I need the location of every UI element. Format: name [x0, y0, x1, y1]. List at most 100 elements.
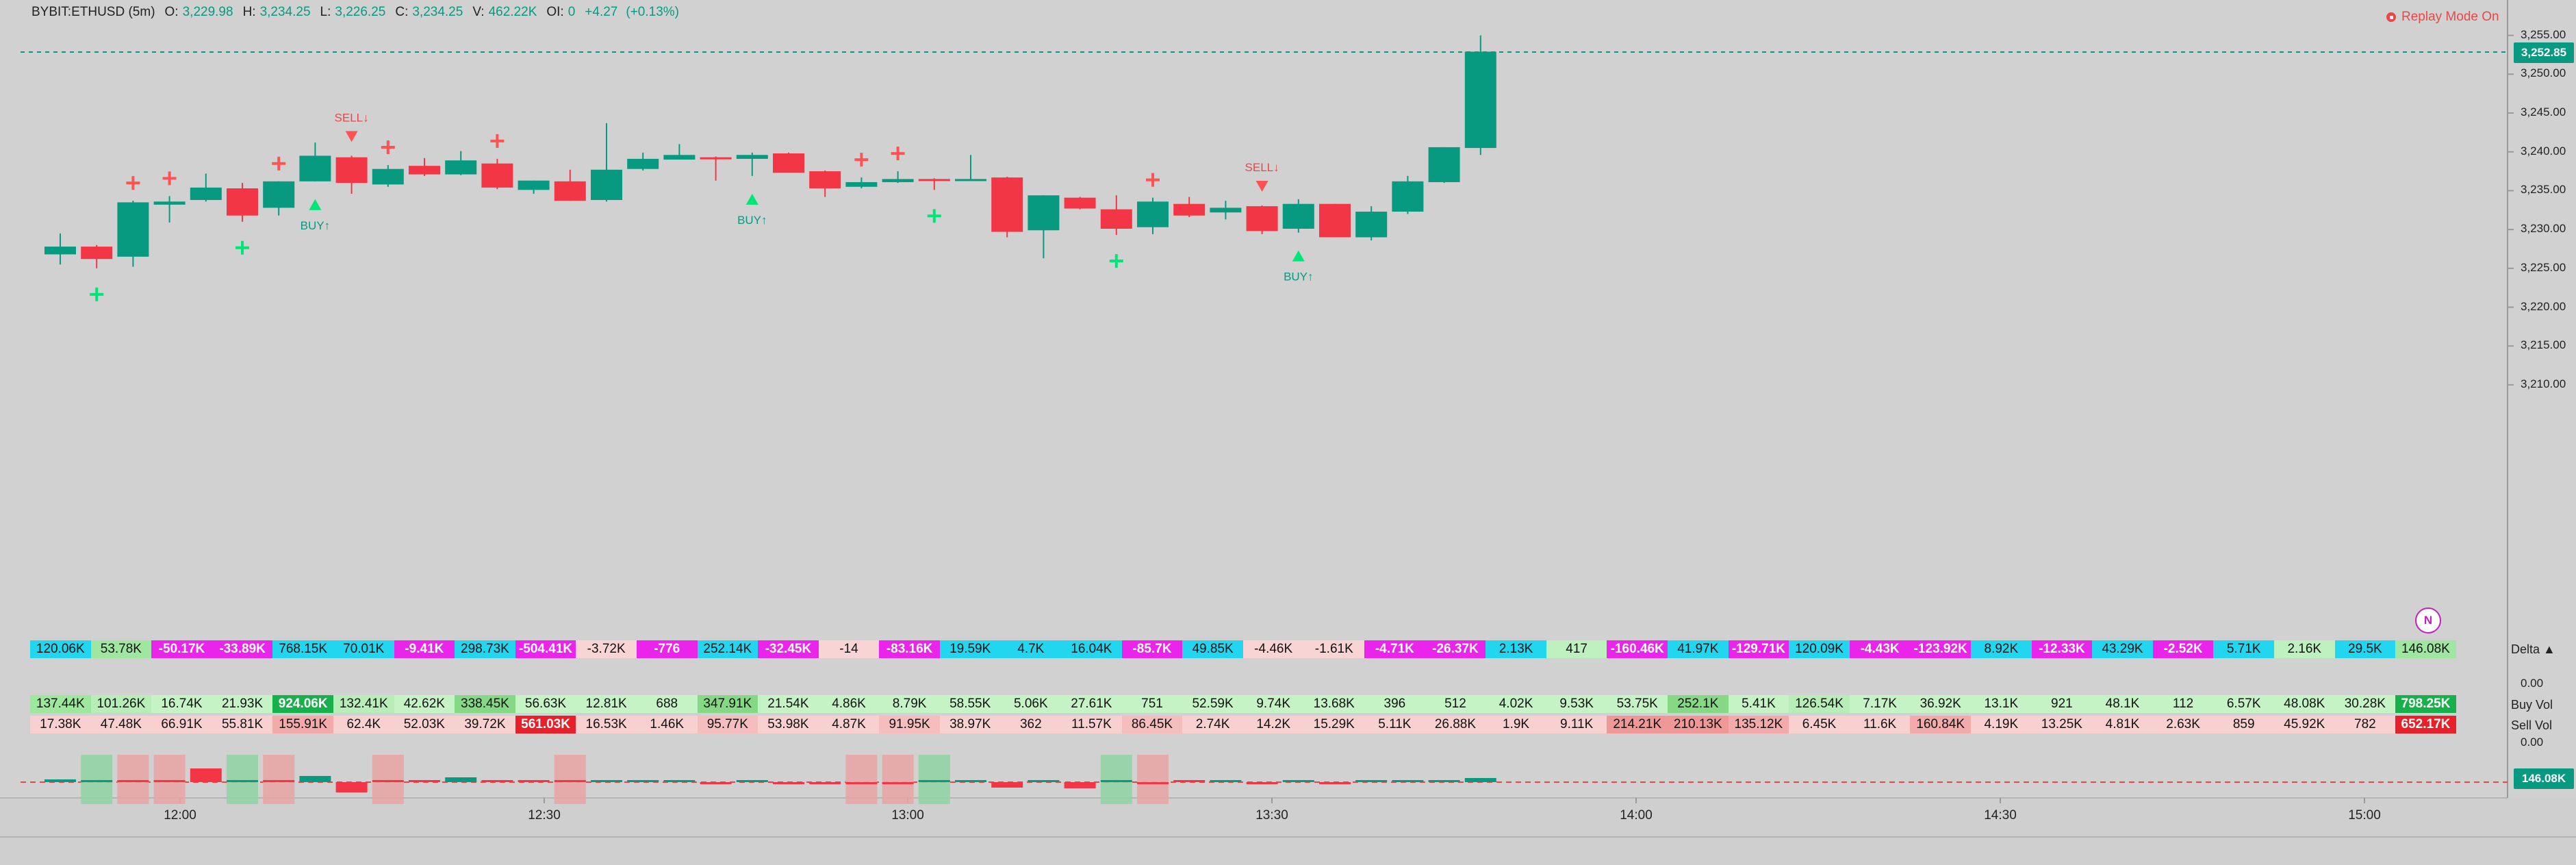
buy-volume-cell: 36.92K	[1910, 695, 1971, 713]
sell-volume-cell: 4.87K	[818, 716, 880, 734]
delta-hist-highlight	[263, 755, 295, 804]
candle-body	[1246, 206, 1278, 231]
price-axis-tick: 3,225.00	[2521, 260, 2566, 274]
candle-body	[1282, 203, 1314, 229]
time-axis-label: 15:00	[2348, 808, 2381, 823]
buy-volume-cell: 798.25K	[2395, 695, 2456, 713]
candle	[445, 151, 477, 175]
sell-volume-row: 17.38K 47.48K 66.91K 55.81K 155.91K 62.4K 52.0…	[30, 716, 2456, 734]
symbol-label[interactable]: BYBIT:ETHUSD (5m)	[31, 5, 155, 19]
delta-hist-bar	[190, 768, 222, 782]
buy-volume-cell: 21.54K	[758, 695, 819, 713]
candle-body	[1355, 212, 1388, 238]
candle	[1355, 206, 1388, 240]
delta-hist-bar	[627, 780, 659, 782]
buy-volume-cell: 5.41K	[1728, 695, 1789, 713]
delta-hist-bar	[1028, 780, 1060, 782]
buy-volume-cell: 48.08K	[2273, 695, 2335, 713]
delta-hist-highlight	[117, 755, 149, 804]
delta-hist-bar	[445, 777, 477, 782]
candle-body	[918, 179, 950, 181]
candle-body	[1100, 209, 1132, 229]
sell-volume-cell: 5.11K	[1364, 716, 1425, 734]
delta-histogram	[44, 755, 1496, 804]
sell-volume-cell: 53.98K	[758, 716, 819, 734]
delta-cell: 43.29K	[2092, 640, 2153, 658]
delta-cell: 19.59K	[939, 640, 1001, 658]
plus-signal-above	[126, 176, 140, 190]
delta-cell: 768.15K	[272, 640, 333, 658]
time-axis-label: 13:30	[1255, 808, 1288, 823]
buy-volume-cell: 101.26K	[90, 695, 152, 713]
delta-hist-bar	[372, 780, 404, 782]
replay-mode-indicator[interactable]: Replay Mode On	[2386, 10, 2499, 25]
buy-volume-cell: 58.55K	[939, 695, 1001, 713]
sell-volume-cell: 2.74K	[1182, 716, 1243, 734]
volume-label: V:	[472, 5, 485, 19]
buy-volume-cell: 132.41K	[333, 695, 394, 713]
sell-volume-cell: 45.92K	[2273, 716, 2335, 734]
indicator-n-badge[interactable]: N	[2415, 607, 2441, 634]
buy-volume-cell: 338.45K	[455, 695, 515, 713]
delta-cell: -4.43K	[1849, 640, 1911, 658]
delta-row-label[interactable]: Delta ▲	[2511, 642, 2555, 656]
candle	[591, 123, 622, 202]
candle-body	[991, 177, 1023, 232]
low-label: L:	[320, 5, 331, 19]
close-label: C:	[395, 5, 409, 19]
candle	[481, 158, 513, 190]
plus-signal-above	[490, 134, 505, 148]
sell-volume-cell: 652.17K	[2395, 716, 2456, 734]
price-axis-tick: 3,210.00	[2521, 377, 2566, 390]
oi-label: OI:	[546, 5, 564, 19]
candle-body	[335, 157, 368, 184]
delta-cell: 146.08K	[2395, 640, 2456, 658]
sell-volume-cell: 214.21K	[1607, 716, 1668, 734]
delta-hist-bar	[955, 780, 986, 782]
sell-volume-cell: 9.11K	[1546, 716, 1607, 734]
buy-volume-cell: 512	[1425, 695, 1486, 713]
delta-cell: -85.7K	[1121, 640, 1183, 658]
delta-hist-bar	[81, 780, 113, 782]
delta-cell: 417	[1546, 640, 1607, 658]
time-axis-band	[0, 798, 2576, 865]
sell-volume-cell: 47.48K	[90, 716, 152, 734]
plus-signal-below	[90, 287, 104, 301]
delta-cell: -9.41K	[394, 640, 455, 658]
candle	[700, 156, 732, 181]
buy-volume-cell: 27.61K	[1061, 695, 1122, 713]
high-value: 3,234.25	[259, 5, 311, 19]
candles	[44, 35, 1496, 268]
current-delta-badge: 146.08K	[2514, 768, 2574, 789]
replay-stop-icon[interactable]	[2386, 12, 2396, 22]
candle-body	[518, 180, 550, 190]
candle	[1282, 199, 1314, 233]
candle	[44, 233, 76, 265]
sell-volume-cell: 362	[1000, 716, 1062, 734]
change-percent: (+0.13%)	[626, 5, 679, 19]
delta-hist-bar	[1392, 780, 1424, 782]
delta-cell: -83.16K	[879, 640, 940, 658]
candle-body	[554, 181, 586, 201]
sell-volume-cell: 16.53K	[576, 716, 637, 734]
delta-cell: 120.06K	[30, 640, 91, 658]
buy-signal-label: BUY↑	[301, 219, 330, 232]
buy-volume-cell: 7.17K	[1849, 695, 1911, 713]
volume-value: 462.22K	[488, 5, 537, 19]
delta-hist-bar	[409, 780, 440, 782]
candle	[1173, 197, 1206, 217]
candle	[845, 177, 878, 189]
sell-arrow-marker	[345, 131, 358, 142]
time-axis-label: 12:30	[528, 808, 561, 823]
buy-volume-cell: 30.28K	[2334, 695, 2396, 713]
candle	[663, 144, 696, 160]
candle	[918, 178, 950, 190]
delta-cell: -4.46K	[1242, 640, 1304, 658]
delta-hist-highlight	[81, 755, 113, 804]
sell-volume-cell: 155.91K	[272, 716, 333, 734]
plus-signal-above	[381, 140, 395, 154]
delta-cell: -33.89K	[212, 640, 273, 658]
candle-body	[409, 166, 440, 175]
delta-hist-bar	[1246, 782, 1278, 784]
